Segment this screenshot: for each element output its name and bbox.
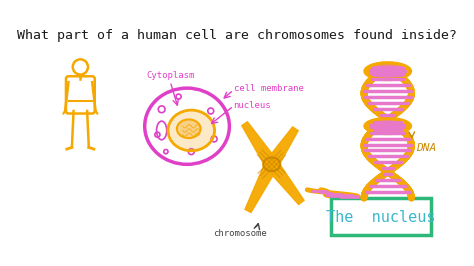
Ellipse shape: [263, 157, 280, 171]
Text: cell membrane: cell membrane: [234, 84, 303, 93]
Text: nucleus: nucleus: [234, 101, 271, 110]
Ellipse shape: [177, 119, 201, 138]
Polygon shape: [242, 122, 277, 168]
Text: What part of a human cell are chromosomes found inside?: What part of a human cell are chromosome…: [17, 29, 457, 42]
Ellipse shape: [369, 120, 406, 132]
Ellipse shape: [364, 118, 411, 135]
Polygon shape: [245, 161, 278, 213]
Ellipse shape: [168, 110, 215, 151]
Polygon shape: [266, 127, 298, 168]
Text: chromosome: chromosome: [213, 229, 266, 238]
Ellipse shape: [369, 64, 406, 78]
Bar: [331, 198, 431, 235]
Ellipse shape: [364, 62, 411, 81]
Text: The  nucleus: The nucleus: [326, 210, 436, 225]
Polygon shape: [266, 160, 304, 205]
Text: Cytoplasm: Cytoplasm: [146, 71, 194, 80]
Text: DNA: DNA: [416, 143, 436, 153]
